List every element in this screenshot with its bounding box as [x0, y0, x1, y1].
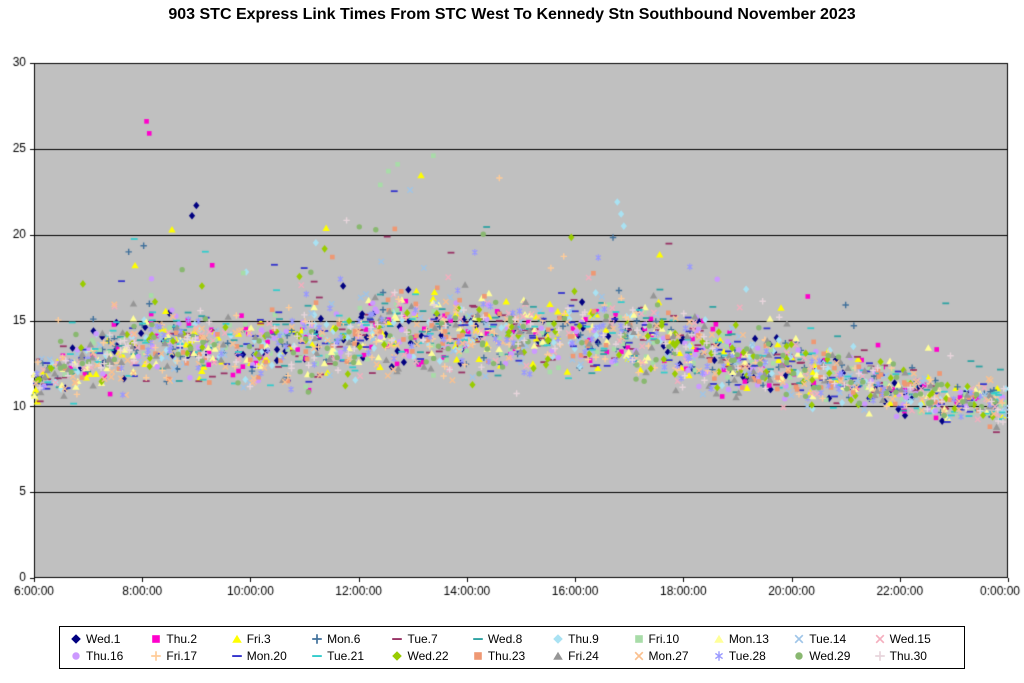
- legend-item-thu-23: Thu.23: [472, 649, 552, 663]
- diamond-marker-icon: [70, 633, 82, 645]
- square-marker-icon: [472, 650, 484, 662]
- legend-label: Thu.16: [86, 649, 124, 663]
- dash-marker-icon: [231, 650, 243, 662]
- legend-label: Tue.14: [809, 632, 847, 646]
- dash-marker-icon: [311, 650, 323, 662]
- legend-item-thu-2: Thu.2: [150, 632, 230, 646]
- plus-marker-icon: [311, 633, 323, 645]
- diamond-marker-icon: [391, 650, 403, 662]
- x-marker-icon: [633, 650, 645, 662]
- legend-label: Fri.3: [246, 632, 271, 646]
- legend-label: Thu.9: [568, 632, 599, 646]
- legend-label: Mon.27: [648, 649, 689, 663]
- legend-label: Tue.28: [728, 649, 766, 663]
- legend-label: Wed.1: [86, 632, 121, 646]
- plus-marker-icon: [874, 650, 886, 662]
- x-marker-icon: [793, 633, 805, 645]
- legend-label: Thu.23: [487, 649, 526, 663]
- legend-item-wed-22: Wed.22: [391, 649, 471, 663]
- legend-item-tue-7: Tue.7: [391, 632, 471, 646]
- legend-item-tue-21: Tue.21: [311, 649, 391, 663]
- legend-item-mon-27: Mon.27: [633, 649, 713, 663]
- legend-item-mon-20: Mon.20: [231, 649, 311, 663]
- legend-label: Fri.10: [648, 632, 680, 646]
- legend-label: Tue.21: [327, 649, 364, 663]
- legend-item-wed-15: Wed.15: [874, 632, 954, 646]
- legend-label: Fri.24: [568, 649, 599, 663]
- legend-item-thu-30: Thu.30: [874, 649, 954, 663]
- square-marker-icon: [633, 633, 645, 645]
- dash-marker-icon: [391, 633, 403, 645]
- legend-label: Mon.20: [246, 649, 287, 663]
- diamond-marker-icon: [552, 633, 564, 645]
- scatter-plot-canvas: [0, 38, 1024, 608]
- x-marker-icon: [874, 633, 886, 645]
- legend-item-wed-1: Wed.1: [70, 632, 150, 646]
- legend-item-fri-3: Fri.3: [231, 632, 311, 646]
- circle-marker-icon: [793, 650, 805, 662]
- legend-label: Wed.29: [809, 649, 851, 663]
- legend-item-tue-28: Tue.28: [713, 649, 793, 663]
- legend-box: Wed.1 Thu.2 Fri.3 Mon.6 Tue.7 Wed.8 Thu.9 Fri.1…: [59, 626, 965, 669]
- triangle-marker-icon: [552, 650, 564, 662]
- legend-item-mon-6: Mon.6: [311, 632, 391, 646]
- square-marker-icon: [150, 633, 162, 645]
- legend-label: Thu.2: [166, 632, 198, 646]
- dash-marker-icon: [472, 633, 484, 645]
- legend-item-tue-14: Tue.14: [793, 632, 873, 646]
- legend-label: Thu.30: [889, 649, 927, 663]
- legend-label: Wed.8: [487, 632, 523, 646]
- legend-label: Mon.6: [327, 632, 361, 646]
- plus-marker-icon: [150, 650, 162, 662]
- legend-label: Wed.22: [407, 649, 449, 663]
- asterisk-marker-icon: [713, 650, 725, 662]
- legend-item-fri-24: Fri.24: [552, 649, 632, 663]
- legend-label: Mon.13: [728, 632, 769, 646]
- legend-item-thu-16: Thu.16: [70, 649, 150, 663]
- legend-label: Fri.17: [166, 649, 198, 663]
- legend-item-thu-9: Thu.9: [552, 632, 632, 646]
- legend-label: Tue.7: [407, 632, 438, 646]
- legend-item-mon-13: Mon.13: [713, 632, 793, 646]
- circle-marker-icon: [70, 650, 82, 662]
- legend-item-wed-8: Wed.8: [472, 632, 552, 646]
- legend-item-fri-10: Fri.10: [633, 632, 713, 646]
- legend-item-fri-17: Fri.17: [150, 649, 230, 663]
- legend-item-wed-29: Wed.29: [793, 649, 873, 663]
- chart-title: 903 STC Express Link Times From STC West…: [168, 6, 856, 23]
- triangle-marker-icon: [713, 633, 725, 645]
- triangle-marker-icon: [231, 633, 243, 645]
- legend-label: Wed.15: [889, 632, 931, 646]
